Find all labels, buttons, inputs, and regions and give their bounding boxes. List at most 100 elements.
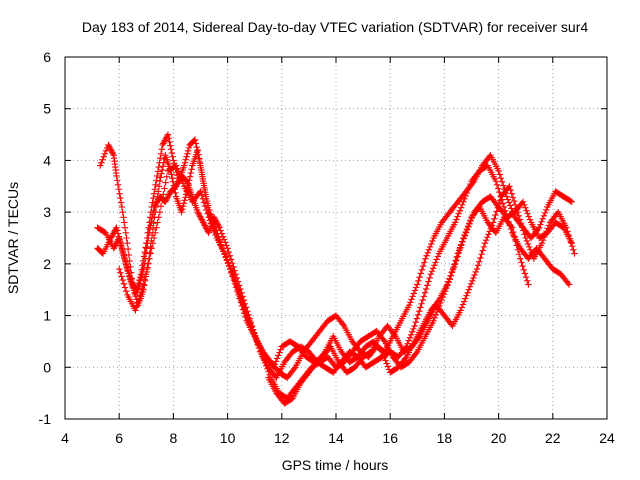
data-point-interp — [182, 176, 189, 183]
data-point-interp — [538, 218, 545, 225]
data-point-interp — [145, 260, 152, 268]
data-point — [517, 255, 524, 262]
data-point-interp — [412, 319, 419, 326]
data-point-interp — [115, 233, 123, 240]
data-point-interp — [137, 277, 144, 285]
data-point-interp — [119, 276, 126, 284]
data-point-interp — [121, 284, 129, 291]
data-point-interp — [141, 276, 148, 283]
data-point-interp — [119, 248, 126, 255]
data-point — [224, 245, 231, 252]
data-point-interp — [231, 267, 238, 274]
data-point-interp — [122, 229, 129, 237]
data-point-interp — [410, 290, 418, 297]
data-point-interp — [507, 202, 514, 209]
data-point-interp — [236, 293, 244, 300]
data-point-interp — [515, 212, 522, 220]
data-point-interp — [135, 283, 143, 290]
data-point-interp — [195, 155, 203, 162]
data-point-interp — [142, 244, 149, 251]
data-point-interp — [199, 175, 207, 183]
data-point-interp — [213, 220, 221, 227]
data-point-interp — [504, 196, 512, 203]
data-point-interp — [431, 262, 438, 269]
data-point — [221, 250, 229, 257]
data-point-interp — [496, 197, 504, 204]
data-point-interp — [377, 347, 385, 354]
data-point-interp — [520, 201, 528, 208]
x-tick-label: 6 — [115, 430, 123, 446]
data-point-interp — [167, 146, 175, 153]
data-point-interp — [117, 269, 124, 276]
data-point-interp — [176, 171, 183, 178]
data-point-interp — [507, 186, 514, 194]
data-point-interp — [477, 254, 484, 262]
data-point-interp — [109, 231, 116, 239]
data-point-interp — [139, 285, 146, 292]
data-point-interp — [464, 186, 472, 194]
data-point-interp — [528, 249, 535, 256]
data-point-interp — [450, 263, 458, 271]
data-point-interp — [165, 191, 173, 198]
data-point-interp — [148, 214, 156, 222]
data-point-interp — [118, 273, 125, 280]
data-point-interp — [210, 225, 217, 233]
data-point-interp — [117, 199, 125, 206]
data-point-interp — [519, 262, 526, 270]
data-point-interp — [522, 204, 529, 211]
series-track-b — [94, 131, 575, 402]
data-point-interp — [290, 365, 298, 372]
data-point-interp — [165, 135, 172, 142]
data-point-interp — [453, 216, 460, 223]
data-point-interp — [405, 337, 412, 344]
data-point — [172, 183, 180, 190]
data-point-interp — [120, 280, 128, 288]
data-point-interp — [174, 165, 181, 172]
data-point-interp — [173, 181, 181, 189]
x-tick-label: 22 — [545, 430, 561, 446]
data-point-interp — [117, 242, 125, 249]
data-point — [145, 229, 153, 237]
data-point — [536, 224, 543, 231]
data-point-interp — [182, 156, 189, 163]
data-point-interp — [184, 150, 191, 157]
data-point-interp — [497, 174, 505, 182]
data-point-interp — [241, 305, 248, 313]
data-point-interp — [432, 259, 439, 266]
x-axis-label: GPS time / hours — [282, 457, 389, 473]
data-point-interp — [138, 271, 146, 279]
data-point — [181, 162, 188, 169]
data-point-interp — [191, 137, 198, 144]
data-point-interp — [495, 185, 502, 192]
data-point-interp — [105, 143, 113, 150]
data-point-interp — [417, 304, 424, 311]
data-point-interp — [161, 137, 169, 144]
data-point-interp — [232, 278, 239, 285]
data-point-interp — [383, 360, 390, 367]
data-point — [110, 245, 117, 252]
data-point — [132, 291, 139, 299]
data-point — [156, 208, 164, 216]
data-point-interp — [505, 199, 513, 206]
data-point-interp — [380, 336, 387, 344]
x-tick-label: 4 — [61, 430, 69, 446]
data-point-interp — [226, 252, 234, 259]
data-point-interp — [429, 265, 437, 272]
data-point-interp — [525, 213, 532, 220]
data-point-interp — [147, 250, 154, 257]
data-point-interp — [508, 190, 515, 197]
data-point-interp — [148, 218, 155, 225]
data-point-interp — [124, 245, 132, 253]
data-point — [156, 177, 164, 185]
data-point-interp — [426, 243, 434, 251]
data-point-interp — [416, 307, 423, 315]
data-point-interp — [155, 214, 162, 221]
data-point — [514, 208, 521, 216]
data-point-interp — [518, 259, 525, 266]
x-tick-label: 20 — [491, 430, 507, 446]
data-point — [430, 317, 437, 324]
data-point-interp — [453, 256, 460, 264]
data-point-interp — [520, 266, 527, 273]
data-point-interp — [144, 239, 151, 247]
